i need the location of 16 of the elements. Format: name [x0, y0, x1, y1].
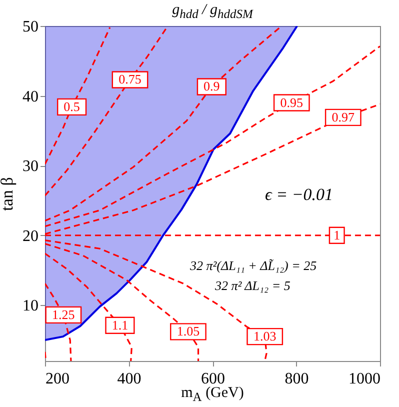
annotation: 32 π²(ΔL₁₁ + ΔL̃₁₂) = 25	[190, 258, 317, 274]
y-tick-label: 50	[22, 18, 38, 36]
x-tick-label: 400	[117, 370, 142, 388]
x-tick-label: 200	[46, 370, 70, 388]
x-axis-title: m$_{A}$ (GeV)	[181, 385, 244, 404]
y-tick-label: 40	[22, 88, 38, 106]
x-tick-label: 800	[284, 370, 309, 388]
y-axis-title: tan β	[0, 177, 16, 211]
annotation: 32 π² ΔL₁₂ = 5	[215, 278, 290, 294]
x-tick-label: 1000	[348, 370, 380, 388]
y-tick-label: 30	[22, 158, 38, 176]
annotation: 1	[334, 227, 340, 242]
y-tick-label: 10	[22, 298, 38, 315]
y-tick-label: 20	[22, 228, 38, 245]
x-tick-label: 600	[201, 370, 225, 388]
annotation: ϵ = −0.01	[265, 185, 334, 205]
